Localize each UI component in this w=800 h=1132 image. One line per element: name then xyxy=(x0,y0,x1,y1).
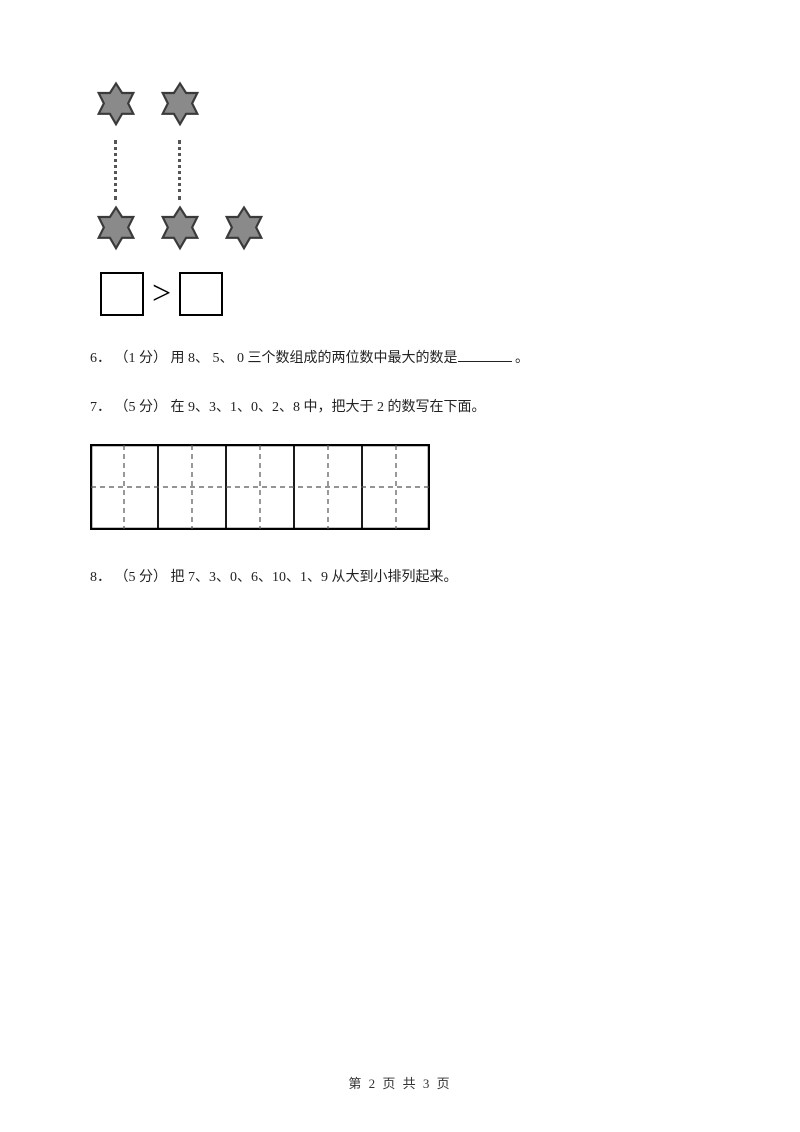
question-8: 8． （5 分） 把 7、3、0、6、10、1、9 从大到小排列起来。 xyxy=(90,565,710,590)
question-points: （5 分） xyxy=(115,570,168,585)
stars-bottom-row xyxy=(90,204,710,256)
grid-svg xyxy=(90,444,430,530)
answer-blank[interactable] xyxy=(458,348,512,362)
question-number: 8． xyxy=(90,570,111,585)
question-text-after: 。 xyxy=(512,351,530,366)
page-content: > 6． （1 分） 用 8、 5、 0 三个数组成的两位数中最大的数是 。 7… xyxy=(0,0,800,591)
page-indicator: 第 2 页 共 3 页 xyxy=(348,1076,451,1091)
stars-comparison-figure: > xyxy=(90,80,710,316)
stars-top-row xyxy=(90,80,710,132)
answer-box-right[interactable] xyxy=(179,272,223,316)
page-footer: 第 2 页 共 3 页 xyxy=(0,1073,800,1092)
dotted-line xyxy=(178,140,182,200)
question-points: （1 分） xyxy=(115,351,168,366)
compare-boxes: > xyxy=(90,272,710,316)
question-6: 6． （1 分） 用 8、 5、 0 三个数组成的两位数中最大的数是 。 xyxy=(90,346,710,371)
star-icon xyxy=(154,204,206,256)
star-icon xyxy=(90,80,142,132)
question-text: 在 9、3、1、0、2、8 中，把大于 2 的数写在下面。 xyxy=(171,400,486,415)
star-icon xyxy=(218,204,270,256)
dotted-line xyxy=(114,140,118,200)
star-icon xyxy=(90,204,142,256)
dotted-connectors xyxy=(90,140,710,200)
question-text: 把 7、3、0、6、10、1、9 从大到小排列起来。 xyxy=(171,570,458,585)
question-number: 6． xyxy=(90,351,111,366)
question-number: 7． xyxy=(90,400,111,415)
answer-box-left[interactable] xyxy=(100,272,144,316)
star-icon xyxy=(154,80,206,132)
question-text: 用 8、 5、 0 三个数组成的两位数中最大的数是 xyxy=(171,351,458,366)
answer-grid[interactable] xyxy=(90,444,710,535)
question-points: （5 分） xyxy=(115,400,168,415)
question-7: 7． （5 分） 在 9、3、1、0、2、8 中，把大于 2 的数写在下面。 xyxy=(90,395,710,420)
greater-than-symbol: > xyxy=(152,275,171,313)
